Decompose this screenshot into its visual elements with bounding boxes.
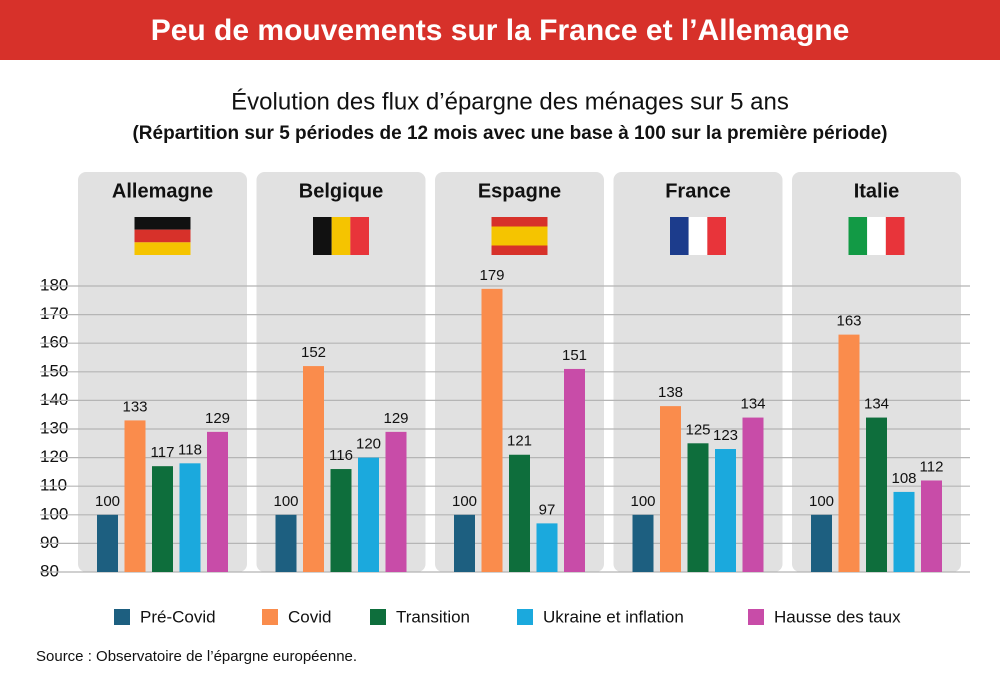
bar — [124, 420, 146, 572]
legend-swatch — [370, 609, 386, 625]
y-tick-label: 90 — [40, 533, 59, 552]
bar — [275, 514, 297, 572]
flag-stripe — [885, 217, 905, 255]
bar — [632, 514, 654, 572]
source: Source : Observatoire de l’épargne europ… — [36, 648, 357, 665]
flag-stripe — [134, 242, 191, 255]
flag-stripe — [491, 226, 548, 246]
bar — [207, 431, 228, 572]
value-label: 108 — [891, 470, 916, 487]
flag-stripe — [707, 217, 726, 255]
bar — [536, 523, 558, 572]
value-label: 134 — [740, 396, 765, 413]
flag-stripe — [867, 217, 886, 255]
value-label: 100 — [630, 493, 655, 510]
x-tick-label: France — [665, 180, 731, 202]
value-label: 151 — [562, 347, 587, 364]
y-tick-label: 100 — [40, 504, 68, 523]
y-tick-label: 80 — [40, 561, 59, 580]
title-banner — [0, 0, 1000, 60]
value-label: 117 — [151, 444, 175, 461]
value-label: 163 — [836, 313, 861, 330]
bar — [330, 469, 352, 572]
y-tick-label: 140 — [40, 390, 68, 409]
y-tick-label: 160 — [40, 333, 68, 352]
flag-stripe — [134, 217, 191, 230]
bar — [660, 406, 681, 572]
flag-stripe — [350, 217, 369, 255]
chart-note: (Répartition sur 5 périodes de 12 mois a… — [132, 123, 887, 144]
legend-label: Ukraine et inflation — [543, 607, 684, 626]
legend-swatch — [262, 609, 278, 625]
value-label: 118 — [178, 441, 202, 458]
bar — [385, 431, 407, 572]
y-tick-label: 170 — [40, 304, 68, 323]
value-label: 152 — [301, 344, 326, 361]
bar — [921, 480, 942, 572]
legend-swatch — [114, 609, 130, 625]
value-label: 120 — [356, 436, 381, 453]
bar — [97, 514, 118, 572]
bar — [715, 449, 736, 572]
bar — [152, 466, 173, 572]
y-tick-label: 150 — [40, 361, 68, 380]
y-tick-label: 110 — [40, 476, 67, 495]
value-label: 116 — [329, 447, 353, 464]
value-label: 138 — [658, 384, 683, 401]
bar — [564, 368, 585, 572]
value-label: 100 — [273, 493, 298, 510]
chart-subtitle: Évolution des flux d’épargne des ménages… — [231, 88, 789, 115]
bar — [358, 457, 379, 572]
bar — [893, 491, 915, 572]
bar — [838, 334, 860, 572]
bar — [303, 366, 324, 572]
legend-label: Covid — [288, 607, 331, 626]
flag-stripe — [670, 217, 689, 255]
value-label: 112 — [920, 458, 944, 475]
bar — [687, 443, 709, 572]
flag-stripe — [331, 217, 351, 255]
chart-title: Peu de mouvements sur la France et l’All… — [151, 14, 850, 47]
legend-swatch — [517, 609, 533, 625]
flag-stripe — [134, 229, 191, 243]
value-label: 100 — [452, 493, 477, 510]
bar — [454, 514, 475, 572]
value-label: 179 — [479, 267, 504, 284]
bar — [742, 417, 764, 572]
flag-stripe — [688, 217, 708, 255]
bar — [811, 514, 832, 572]
value-label: 123 — [713, 427, 738, 444]
legend-label: Transition — [396, 607, 470, 626]
value-label: 125 — [685, 421, 710, 438]
value-label: 100 — [809, 493, 834, 510]
y-tick-label: 180 — [40, 275, 68, 294]
value-label: 133 — [122, 398, 147, 415]
y-tick-label: 120 — [40, 447, 68, 466]
x-tick-label: Belgique — [299, 180, 383, 202]
value-label: 121 — [507, 433, 532, 450]
x-tick-label: Espagne — [478, 180, 561, 202]
bar — [481, 288, 503, 572]
flag-stripe — [848, 217, 868, 255]
y-tick-label: 130 — [40, 418, 68, 437]
x-tick-label: Allemagne — [112, 180, 213, 202]
legend-swatch — [748, 609, 764, 625]
x-tick-label: Italie — [854, 180, 900, 202]
legend-label: Pré-Covid — [140, 607, 216, 626]
value-label: 97 — [539, 501, 556, 518]
bar — [866, 417, 887, 572]
legend-label: Hausse des taux — [774, 607, 901, 626]
value-label: 129 — [205, 410, 230, 427]
value-label: 134 — [864, 396, 889, 413]
value-label: 129 — [383, 410, 408, 427]
value-label: 100 — [95, 493, 120, 510]
bar — [179, 463, 201, 572]
flag-stripe — [313, 217, 332, 255]
bar — [509, 454, 530, 572]
